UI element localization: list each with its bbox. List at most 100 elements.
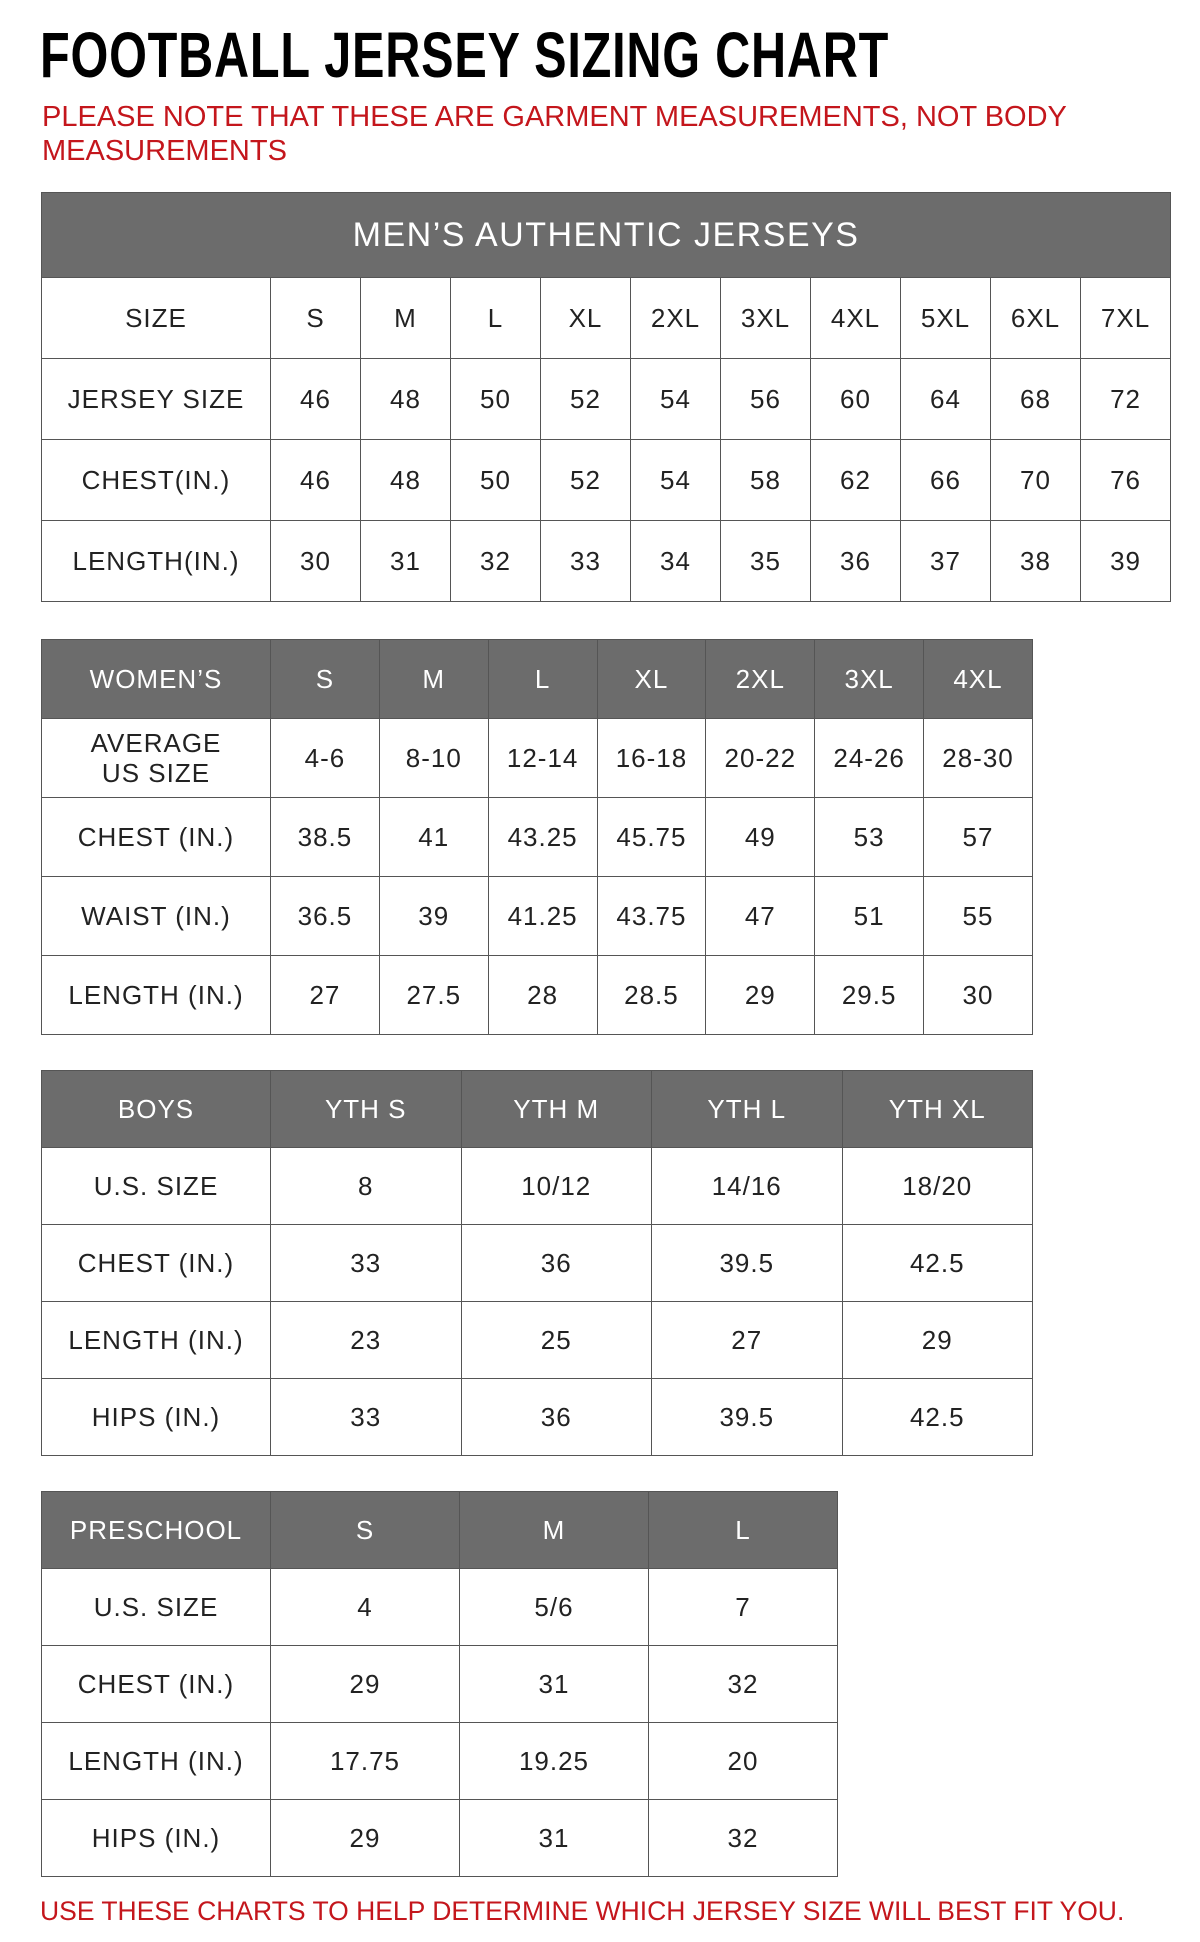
- table-cell: 4-6: [270, 718, 380, 798]
- table-cell: 33: [270, 1224, 462, 1302]
- table-cell: 28: [487, 955, 598, 1035]
- table-cell: 38: [990, 520, 1081, 602]
- table-row: LENGTH (IN.) 17.75 19.25 20: [41, 1722, 838, 1800]
- table-cell: 27: [270, 955, 380, 1035]
- table-cell: 50: [450, 439, 541, 521]
- table-row: U.S. SIZE 8 10/12 14/16 18/20: [41, 1147, 1033, 1225]
- table-cell: 64: [900, 358, 991, 440]
- table-cell: 28-30: [923, 718, 1033, 798]
- table-cell: 3XL: [720, 277, 811, 359]
- table-cell: 39: [378, 876, 489, 956]
- table-cell: 47: [705, 876, 816, 956]
- table-cell: 24-26: [814, 718, 925, 798]
- table-cell: 5XL: [900, 277, 991, 359]
- table-row: LENGTH (IN.) 23 25 27 29: [41, 1301, 1033, 1379]
- table-cell: YTH L: [651, 1070, 843, 1148]
- table-cell: 46: [270, 358, 361, 440]
- table-cell: 5/6: [459, 1568, 649, 1646]
- size-table: MEN’S AUTHENTIC JERSEYS SIZE S M L XL 2XL 3XL 4X…: [40, 192, 1172, 602]
- table-cell: HIPS (IN.): [41, 1799, 271, 1877]
- table-cell: 4: [270, 1568, 460, 1646]
- table-cell: LENGTH (IN.): [41, 955, 271, 1035]
- table-cell: 50: [450, 358, 541, 440]
- table-row: CHEST (IN.) 29 31 32: [41, 1645, 838, 1723]
- table-cell: YTH M: [460, 1070, 652, 1148]
- table-cell: 45.75: [596, 797, 707, 877]
- table-cell: 4XL: [923, 639, 1033, 719]
- table-cell: 72: [1079, 358, 1172, 440]
- table-cell: 60: [810, 358, 901, 440]
- table-row: HIPS (IN.) 29 31 32: [41, 1799, 838, 1877]
- table-cell: 66: [900, 439, 991, 521]
- table-cell: 28.5: [596, 955, 707, 1035]
- table-cell: 18/20: [841, 1147, 1033, 1225]
- table-cell: 34: [630, 520, 721, 602]
- header-row: PRESCHOOL S M L: [41, 1491, 838, 1569]
- table-cell: 42.5: [841, 1224, 1033, 1302]
- table-cell: 23: [270, 1301, 462, 1379]
- size-table: BOYS YTH S YTH M YTH L YTH XL U.S. SIZE 8 10/12…: [41, 1070, 1033, 1456]
- table-cell: LENGTH (IN.): [41, 1301, 271, 1379]
- table-cell: 8-10: [378, 718, 489, 798]
- table-cell: XL: [540, 277, 631, 359]
- table-cell: 42.5: [841, 1378, 1033, 1456]
- table-cell: 68: [990, 358, 1081, 440]
- table-cell: 20: [648, 1722, 838, 1800]
- footer: USE THESE CHARTS TO HELP DETERMINE WHICH…: [40, 1896, 1125, 1926]
- table-cell: AVERAGE US SIZE: [41, 718, 271, 798]
- table-cell: 7: [648, 1568, 838, 1646]
- table-cell: 54: [630, 358, 721, 440]
- table-row: LENGTH (IN.) 27 27.5 28 28.5 29 29.5 30: [41, 955, 1033, 1035]
- table-cell: LENGTH(IN.): [41, 520, 271, 602]
- table-cell: 27.5: [378, 955, 489, 1035]
- table-cell: 29: [841, 1301, 1033, 1379]
- table-cell: 33: [270, 1378, 462, 1456]
- table-row: CHEST (IN.) 33 36 39.5 42.5: [41, 1224, 1033, 1302]
- table-cell: 43.75: [596, 876, 707, 956]
- table-cell: JERSEY SIZE: [41, 358, 271, 440]
- table-cell: 36.5: [270, 876, 380, 956]
- table-cell: 2XL: [630, 277, 721, 359]
- table-cell: 32: [648, 1645, 838, 1723]
- table-cell: WAIST (IN.): [41, 876, 271, 956]
- table-cell: 38.5: [270, 797, 380, 877]
- table-row: JERSEY SIZE 46 48 50 52 54 56 60 64 68 72: [41, 358, 1172, 440]
- table-row: AVERAGE US SIZE 4-6 8-10 12-14 16-18 20-22 24-…: [41, 718, 1033, 798]
- table-cell: 27: [651, 1301, 843, 1379]
- table-row: CHEST (IN.) 38.5 41 43.25 45.75 49 53 57: [41, 797, 1033, 877]
- table-cell: PRESCHOOL: [41, 1491, 271, 1569]
- table-row: U.S. SIZE 4 5/6 7: [41, 1568, 838, 1646]
- table-cell: 36: [460, 1224, 652, 1302]
- table-cell: S: [270, 1491, 460, 1569]
- table-cell: 33: [540, 520, 631, 602]
- table-row: CHEST(IN.) 46 48 50 52 54 58 62 66 70 76: [41, 439, 1172, 521]
- table-cell: 31: [459, 1799, 649, 1877]
- table-cell: 25: [460, 1301, 652, 1379]
- table-cell: 43.25: [487, 797, 598, 877]
- table-cell: 41: [378, 797, 489, 877]
- table-cell: 20-22: [705, 718, 816, 798]
- table-cell: 48: [360, 439, 451, 521]
- table-cell: MEN’S AUTHENTIC JERSEYS: [40, 192, 1172, 278]
- table-cell: 54: [630, 439, 721, 521]
- table-cell: 62: [810, 439, 901, 521]
- table-cell: CHEST (IN.): [41, 797, 271, 877]
- table-cell: 39.5: [651, 1378, 843, 1456]
- table-cell: 7XL: [1079, 277, 1172, 359]
- table-cell: U.S. SIZE: [41, 1568, 271, 1646]
- table-cell: 2XL: [705, 639, 816, 719]
- caption-row: MEN’S AUTHENTIC JERSEYS: [40, 192, 1172, 278]
- table-cell: 19.25: [459, 1722, 649, 1800]
- table-cell: 51: [814, 876, 925, 956]
- table-cell: S: [270, 639, 380, 719]
- table-cell: M: [360, 277, 451, 359]
- table-cell: 12-14: [487, 718, 598, 798]
- table-cell: L: [450, 277, 541, 359]
- table-cell: 49: [705, 797, 816, 877]
- table-cell: SIZE: [41, 277, 271, 359]
- table-cell: 39.5: [651, 1224, 843, 1302]
- table-row: WAIST (IN.) 36.5 39 41.25 43.75 47 51 55: [41, 876, 1033, 956]
- table-cell: YTH XL: [841, 1070, 1033, 1148]
- table-cell: HIPS (IN.): [41, 1378, 271, 1456]
